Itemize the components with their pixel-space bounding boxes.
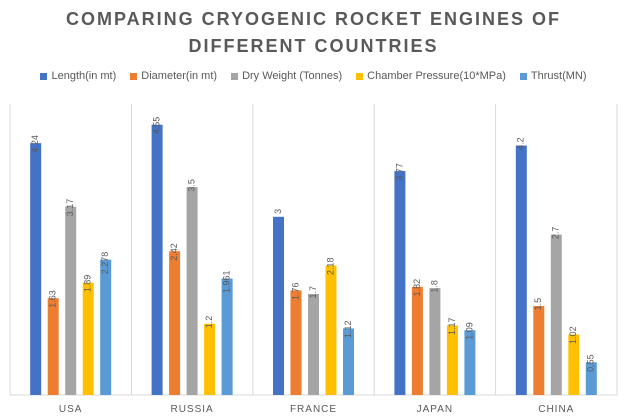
data-label: 1.89 — [83, 275, 93, 293]
bar-china-series-1 — [533, 305, 545, 395]
bar-japan-series-1 — [411, 286, 423, 395]
data-label: 3.5 — [186, 179, 196, 192]
bar-russia-series-0 — [151, 124, 163, 395]
bar-russia-series-4 — [221, 278, 233, 395]
data-label: 1.63 — [48, 290, 58, 308]
x-tick-label: RUSSIA — [170, 404, 213, 415]
data-label: 4.2 — [516, 138, 526, 151]
bar-japan-series-3 — [446, 325, 458, 395]
bar-usa-series-1 — [47, 298, 59, 395]
bar-russia-series-3 — [204, 323, 216, 395]
legend-item-diameter: Diameter(in mt) — [130, 70, 217, 82]
data-label: 1.2 — [204, 316, 214, 329]
data-label: 4.24 — [30, 135, 40, 153]
legend-swatch-diameter — [130, 72, 138, 80]
data-label: 1.5 — [533, 298, 543, 311]
data-label: 3.17 — [65, 199, 75, 217]
bar-usa-series-2 — [65, 206, 77, 395]
bar-usa-series-4 — [100, 259, 112, 395]
bar-china-series-3 — [568, 334, 580, 395]
legend-item-length: Length(in mt) — [40, 70, 116, 82]
bar-france-series-2 — [308, 294, 319, 395]
data-label: 1.961 — [221, 271, 231, 294]
legend-label-diameter: Diameter(in mt) — [141, 70, 218, 82]
legend-label-thrust: Thrust(MN) — [530, 70, 587, 82]
data-label: 2.18 — [325, 258, 335, 276]
bar-japan-series-4 — [464, 330, 476, 395]
legend-label-dry-weight: Dry Weight (Tonnes) — [242, 70, 343, 82]
bar-france-series-1 — [290, 290, 302, 395]
x-tick-label: FRANCE — [290, 404, 337, 415]
x-tick-label: JAPAN — [417, 404, 454, 415]
bar-usa-series-0 — [30, 143, 42, 395]
data-label: 1.17 — [447, 318, 457, 336]
legend-item-chamber-pressure: Chamber Pressure(10*MPa) — [356, 70, 506, 82]
data-label: 3.77 — [394, 163, 404, 181]
bar-france-series-3 — [325, 265, 337, 395]
data-label: 3 — [273, 209, 283, 214]
data-label: 1.09 — [464, 322, 474, 340]
bar-france-series-0 — [273, 216, 284, 395]
legend-label-length: Length(in mt) — [51, 70, 117, 82]
data-label: 1.12 — [343, 320, 353, 338]
data-label: 1.02 — [568, 326, 578, 344]
legend: Length(in mt) Diameter(in mt) Dry Weight… — [0, 70, 627, 82]
bar-russia-series-2 — [186, 187, 198, 395]
legend-item-dry-weight: Dry Weight (Tonnes) — [231, 70, 342, 82]
data-label: 1.7 — [308, 286, 318, 299]
data-label: 1.8 — [429, 280, 439, 293]
data-label: 0.55 — [586, 354, 596, 372]
data-label: 4.55 — [151, 117, 161, 135]
legend-swatch-chamber-pressure — [356, 72, 364, 80]
bar-china-series-0 — [515, 145, 527, 395]
legend-swatch-thrust — [519, 72, 527, 80]
bar-russia-series-1 — [169, 251, 181, 395]
bar-japan-series-0 — [394, 171, 406, 395]
bar-china-series-2 — [550, 234, 562, 395]
data-label: 1.76 — [290, 282, 300, 300]
bar-china-series-4 — [585, 362, 597, 395]
bar-france-series-4 — [343, 328, 354, 395]
data-label: 2.278 — [100, 252, 110, 275]
data-label: 2.7 — [551, 227, 561, 240]
bar-usa-series-3 — [82, 282, 94, 395]
bar-japan-series-2 — [429, 288, 441, 395]
legend-item-thrust: Thrust(MN) — [519, 70, 587, 82]
x-tick-label: USA — [59, 404, 83, 415]
data-label: 1.82 — [412, 279, 422, 297]
data-label: 2.42 — [169, 243, 179, 261]
x-tick-label: CHINA — [538, 404, 574, 415]
legend-swatch-dry-weight — [231, 72, 239, 80]
legend-swatch-length — [40, 72, 48, 80]
chart-title: COMPARING CRYOGENIC ROCKET ENGINES OF DI… — [65, 9, 562, 56]
legend-label-chamber-pressure: Chamber Pressure(10*MPa) — [367, 70, 506, 82]
